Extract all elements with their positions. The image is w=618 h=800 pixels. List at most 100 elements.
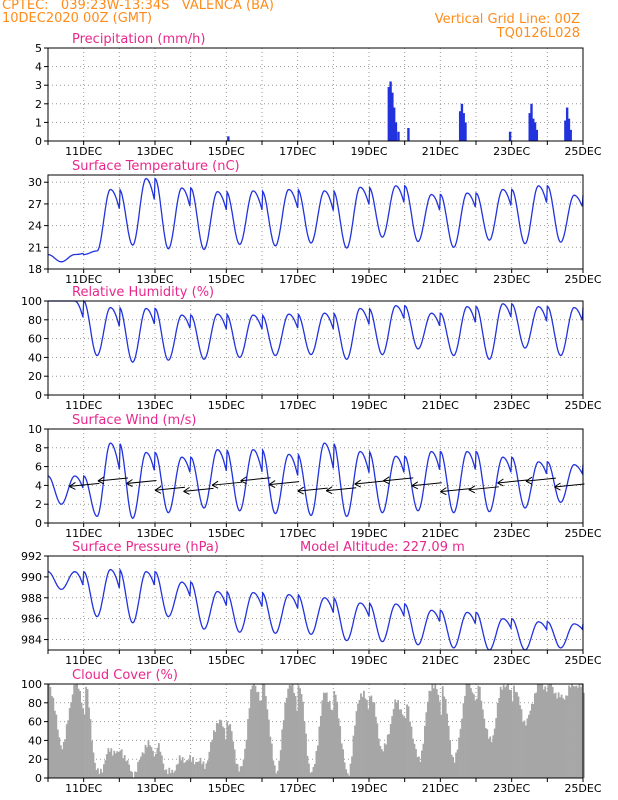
cloud-bar: [250, 689, 252, 778]
plot-frame: [47, 428, 584, 524]
cloud-bar: [49, 686, 52, 778]
cloud-bar: [455, 752, 457, 778]
cloud-bar: [321, 700, 324, 778]
cloud-bar: [146, 747, 148, 778]
cloud-bar: [128, 764, 131, 778]
y-tick-label: 3: [35, 79, 42, 92]
cloud-bar: [209, 742, 212, 778]
precip-bar: [564, 120, 567, 141]
y-tick-label: 20: [28, 753, 42, 766]
cloud-bar: [302, 701, 304, 778]
x-tick-label: 23DEC: [493, 399, 530, 412]
y-tick-label: 8: [35, 442, 42, 455]
cloud-bar: [174, 770, 177, 778]
precip-bar: [397, 131, 400, 141]
x-tick-label: 23DEC: [493, 273, 530, 286]
cloud-bar: [270, 743, 273, 778]
y-tick-label: 60: [28, 333, 42, 346]
wind-arrow-head: [497, 478, 504, 487]
cloud-bar: [373, 702, 376, 778]
cloud-bar: [517, 696, 520, 778]
cloud-bar: [305, 733, 307, 778]
cloud-bar: [138, 759, 141, 778]
precip-bar: [535, 129, 539, 141]
x-tick-label: 25DEC: [564, 145, 601, 158]
wind-arrow: [97, 477, 128, 482]
cloud-bar: [199, 757, 202, 778]
precip-bar: [460, 103, 464, 141]
cloud-bar: [214, 731, 217, 778]
cloud-bar: [535, 692, 538, 778]
precip-bar: [569, 129, 572, 141]
cloud-bar: [119, 750, 122, 778]
cloud-bar: [61, 749, 64, 778]
cloud-bar: [58, 737, 61, 778]
header-model: TQ0126L028: [496, 26, 580, 41]
cloud-bar: [104, 760, 107, 778]
cloud-bar: [481, 709, 484, 778]
cloud-bar: [508, 689, 511, 778]
cloud-bar: [412, 738, 414, 778]
cloud-bar: [223, 728, 226, 778]
y-tick-label: 992: [21, 550, 42, 563]
cloud-bar: [239, 766, 242, 778]
cloud-bar: [522, 721, 524, 778]
x-tick-label: 21DEC: [422, 654, 459, 667]
cloud-bar: [426, 701, 429, 778]
cloud-bar: [550, 684, 553, 778]
cloud-bar: [186, 759, 188, 778]
x-tick-label: 13DEC: [136, 782, 173, 795]
cloud-bar: [581, 684, 584, 778]
cloud-bar: [107, 748, 110, 778]
cloud-bar: [284, 702, 287, 778]
cloud-bar: [229, 723, 232, 778]
y-tick-label: 30: [28, 176, 42, 189]
cloud-bar: [464, 695, 466, 778]
x-tick-label: 17DEC: [279, 399, 316, 412]
cloud-bar: [149, 745, 151, 778]
panel-pressure: 984 986 988 990 992 11DEC 13DEC 15DEC 17DEC 19DEC…: [21, 540, 602, 667]
cloud-bar: [217, 723, 220, 778]
cloud-bar: [447, 725, 450, 778]
wind-arrow-head: [297, 486, 304, 495]
y-tick-label: 0: [35, 389, 42, 402]
cloud-bar: [129, 770, 132, 778]
cloud-bar: [542, 689, 545, 778]
cloud-bar: [498, 698, 501, 778]
cloud-bar: [422, 743, 425, 778]
cloud-bar: [574, 686, 576, 778]
cloud-bar: [413, 743, 416, 778]
cloud-bar: [501, 689, 504, 778]
cloud-bar: [64, 739, 67, 778]
x-tick-label: 17DEC: [279, 145, 316, 158]
precip-bar: [389, 81, 392, 141]
cloud-bar: [233, 749, 236, 778]
panel-annotation: Model Altitude: 227.09 m: [300, 540, 465, 555]
y-tick-label: 5: [35, 42, 42, 55]
cloud-bar: [511, 701, 514, 778]
cloud-bar: [337, 718, 340, 778]
cloud-bar: [116, 751, 119, 778]
cloud-bar: [544, 686, 547, 778]
cloud-bar: [50, 695, 53, 778]
cloud-bar: [242, 759, 245, 778]
y-tick-label: 4: [35, 479, 42, 492]
cloud-bar: [395, 702, 398, 778]
x-tick-label: 25DEC: [564, 654, 601, 667]
wind-arrow: [411, 482, 442, 487]
wind-arrow: [554, 483, 585, 488]
x-tick-label: 19DEC: [350, 399, 387, 412]
cloud-bar: [499, 686, 502, 778]
cloud-bar: [529, 710, 532, 778]
cloud-bar: [560, 694, 563, 778]
x-tick-label: 11DEC: [65, 399, 102, 412]
cloud-bar: [394, 699, 397, 778]
wind-arrow: [69, 482, 100, 487]
cloud-bar: [322, 692, 325, 778]
cloud-bar: [450, 754, 453, 778]
cloud-bar: [391, 716, 394, 778]
wind-arrow: [240, 477, 271, 482]
cloud-bar: [386, 734, 389, 778]
cloud-bar: [495, 717, 498, 778]
